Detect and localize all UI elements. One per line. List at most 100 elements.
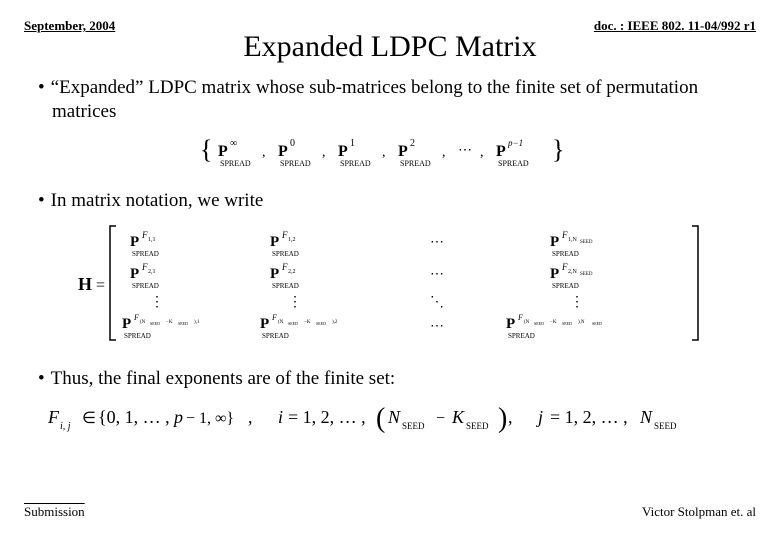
h-matrix: H = P F1,1 SPREAD P F1,2 SPREAD ⋯ P F1,N… (24, 218, 756, 353)
svg-text:2,N: 2,N (568, 269, 578, 275)
permutation-set: { P ∞ SPREAD , P 0 SPREAD , P 1 SPREAD ,… (24, 130, 756, 175)
svg-text:SEED: SEED (534, 321, 544, 326)
svg-text:2,2: 2,2 (288, 269, 296, 275)
svg-text:SEED: SEED (178, 321, 188, 326)
svg-text:P: P (130, 234, 139, 250)
svg-text:P: P (338, 143, 348, 160)
footer-left: Submission (24, 504, 85, 520)
svg-text:SPREAD: SPREAD (262, 332, 289, 340)
svg-text:i: i (278, 407, 283, 427)
svg-text:1,1: 1,1 (148, 237, 156, 243)
svg-text:SPREAD: SPREAD (552, 282, 579, 290)
svg-text:P: P (270, 234, 279, 250)
svg-text:⋯: ⋯ (430, 319, 444, 334)
svg-text:),2: ),2 (332, 320, 338, 325)
brace-close-icon: } (552, 135, 564, 164)
svg-text:− 1, ∞}: − 1, ∞} (186, 410, 234, 427)
svg-text:⋮: ⋮ (150, 295, 164, 310)
bullet-2-text: In matrix notation, we write (51, 190, 264, 211)
svg-text:,: , (480, 145, 484, 160)
svg-text:= 1, 2, … ,: = 1, 2, … , (550, 407, 628, 427)
footer-right: Victor Stolpman et. al (642, 504, 756, 520)
svg-text:SPREAD: SPREAD (280, 159, 311, 168)
svg-text:⋯: ⋯ (458, 143, 472, 158)
svg-text:F: F (271, 313, 277, 322)
page-title: Expanded LDPC Matrix (24, 30, 756, 64)
svg-text:i, j: i, j (60, 421, 71, 432)
svg-text:p−1: p−1 (507, 138, 523, 148)
svg-text:P: P (218, 143, 228, 160)
header-doc: doc. : IEEE 802. 11-04/992 r1 (594, 18, 756, 34)
svg-text:{0, 1, … ,: {0, 1, … , (98, 407, 170, 427)
svg-text:⋱: ⋱ (430, 295, 444, 310)
svg-text:SEED: SEED (654, 421, 677, 431)
svg-text:SEED: SEED (580, 240, 593, 245)
svg-text:SPREAD: SPREAD (124, 332, 151, 340)
brace-open-icon: { (200, 135, 212, 164)
svg-text:SEED: SEED (466, 421, 489, 431)
svg-text:F: F (133, 313, 139, 322)
svg-text:P: P (550, 234, 559, 250)
svg-text:SEED: SEED (562, 321, 572, 326)
svg-text:−K: −K (166, 320, 173, 325)
svg-text:SEED: SEED (150, 321, 160, 326)
svg-text:F: F (281, 262, 288, 272)
svg-text:⋯: ⋯ (430, 267, 444, 282)
svg-text:SEED: SEED (592, 321, 602, 326)
svg-text:F: F (517, 313, 523, 322)
bullet-3-text: Thus, the final exponents are of the fin… (51, 368, 396, 389)
svg-text:(N: (N (140, 320, 146, 325)
svg-text:∈: ∈ (82, 410, 96, 427)
svg-text:F: F (281, 230, 288, 240)
svg-text:SPREAD: SPREAD (508, 332, 535, 340)
svg-text:SPREAD: SPREAD (552, 250, 579, 258)
svg-text:H: H (78, 274, 92, 294)
bullet-dot-icon: • (38, 368, 45, 389)
svg-text:P: P (550, 266, 559, 282)
svg-text:SPREAD: SPREAD (498, 159, 529, 168)
svg-text:P: P (260, 316, 269, 332)
svg-text:P: P (278, 143, 288, 160)
svg-text:),1: ),1 (194, 320, 200, 325)
svg-text:1: 1 (350, 138, 355, 149)
svg-text:SPREAD: SPREAD (272, 282, 299, 290)
svg-text:SPREAD: SPREAD (340, 159, 371, 168)
svg-text:SEED: SEED (316, 321, 326, 326)
svg-text:F: F (48, 407, 60, 427)
svg-text:F: F (561, 230, 568, 240)
svg-text:,: , (248, 407, 253, 427)
bullet-dot-icon: • (38, 77, 45, 98)
svg-text:SEED: SEED (288, 321, 298, 326)
svg-text:,: , (262, 145, 266, 160)
bullet-1-text: “Expanded” LDPC matrix whose sub-matrice… (51, 77, 698, 122)
bullet-1: • “Expanded” LDPC matrix whose sub-matric… (38, 76, 756, 124)
svg-text:−K: −K (550, 320, 557, 325)
svg-text:,: , (322, 145, 326, 160)
svg-text:SEED: SEED (580, 272, 593, 277)
bullet-dot-icon: • (38, 190, 45, 211)
svg-text:F: F (561, 262, 568, 272)
svg-text:SPREAD: SPREAD (132, 250, 159, 258)
svg-text:,: , (442, 145, 446, 160)
svg-text:P: P (506, 316, 515, 332)
svg-text:∞: ∞ (230, 138, 237, 149)
svg-text:SEED: SEED (402, 421, 425, 431)
svg-text:P: P (496, 143, 506, 160)
svg-text:P: P (130, 266, 139, 282)
svg-text:⋮: ⋮ (288, 295, 302, 310)
svg-text:(N: (N (524, 320, 530, 325)
final-exponent-set: F i, j ∈ {0, 1, … , p − 1, ∞} , i = 1, 2… (48, 397, 756, 442)
svg-text:=: = (96, 277, 105, 294)
svg-text:F: F (141, 230, 148, 240)
footer-row: Submission Victor Stolpman et. al (24, 504, 756, 520)
svg-text:P: P (122, 316, 131, 332)
svg-text:(: ( (376, 403, 385, 434)
svg-text:−K: −K (304, 320, 311, 325)
svg-text:N: N (387, 407, 401, 427)
svg-text:F: F (141, 262, 148, 272)
svg-text:(N: (N (278, 320, 284, 325)
svg-text:SPREAD: SPREAD (132, 282, 159, 290)
svg-text:,: , (382, 145, 386, 160)
svg-text:SPREAD: SPREAD (220, 159, 251, 168)
svg-text:2: 2 (410, 138, 415, 149)
